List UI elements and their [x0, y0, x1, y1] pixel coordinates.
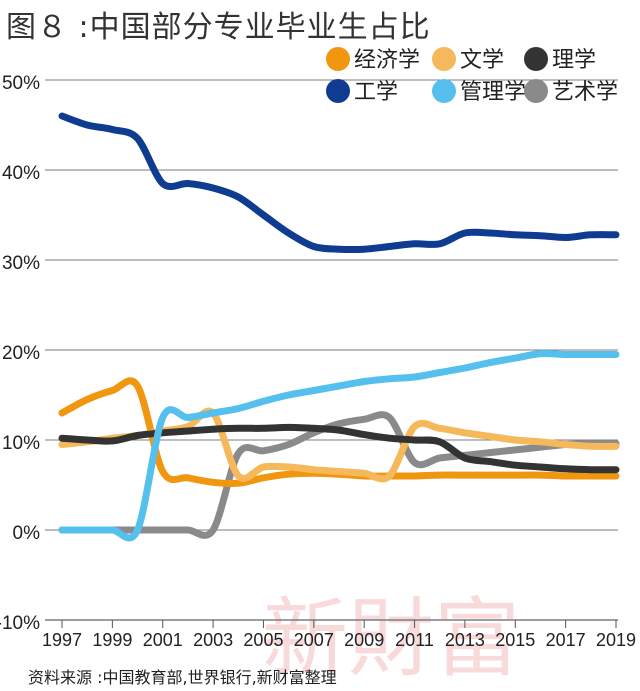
x-tick-label: 1997 — [42, 630, 82, 650]
legend-label: 艺术学 — [552, 80, 618, 105]
x-tick-label: 2011 — [395, 630, 434, 650]
x-tick-label: 2005 — [243, 630, 283, 650]
x-axis: 1997 1999 2001 2003 2005 2007 2009 2011 2013 2015… — [42, 620, 636, 650]
legend-label: 经济学 — [354, 48, 420, 73]
series-line — [58, 411, 620, 539]
x-tick-label: 2015 — [495, 630, 535, 650]
x-tick-label: 2007 — [294, 630, 334, 650]
chart-series — [58, 112, 620, 542]
x-tick-label: 2019 — [596, 630, 636, 650]
legend-swatch — [524, 47, 548, 71]
watermark-text: 新財富 — [262, 589, 520, 689]
legend-swatch — [432, 79, 456, 103]
y-tick-label: -10% — [0, 613, 40, 634]
y-tick-label: 20% — [2, 343, 40, 364]
legend-swatch — [326, 79, 350, 103]
x-tick-label: 2003 — [193, 630, 233, 650]
series-line — [58, 349, 620, 542]
legend-label: 文学 — [460, 48, 504, 73]
y-tick-label: 0% — [13, 523, 41, 544]
series-line — [58, 112, 620, 253]
legend-label: 工学 — [354, 80, 398, 105]
legend-swatch — [432, 47, 456, 71]
legend-label: 管理学 — [460, 80, 526, 105]
y-tick-label: 50% — [2, 73, 40, 94]
legend-swatch — [326, 47, 350, 71]
x-tick-label: 1999 — [92, 630, 132, 650]
y-tick-label: 10% — [2, 433, 40, 454]
source-note: 资料来源 :中国教育部,世界银行,新财富整理 — [28, 668, 337, 687]
y-tick-label: 30% — [2, 253, 40, 274]
page-title: 图８ :中国部分专业毕业生占比 — [6, 10, 431, 45]
x-tick-label: 2001 — [143, 630, 183, 650]
legend-label: 理学 — [552, 48, 596, 73]
x-tick-label: 2017 — [546, 630, 586, 650]
x-tick-label: 2009 — [344, 630, 384, 650]
y-axis: -10% 0% 10% 20% 30% 40% 50% — [0, 73, 40, 634]
watermark: 新財富 — [262, 589, 520, 689]
y-tick-label: 40% — [2, 163, 40, 184]
legend-swatch — [524, 79, 548, 103]
x-tick-label: 2013 — [445, 630, 485, 650]
